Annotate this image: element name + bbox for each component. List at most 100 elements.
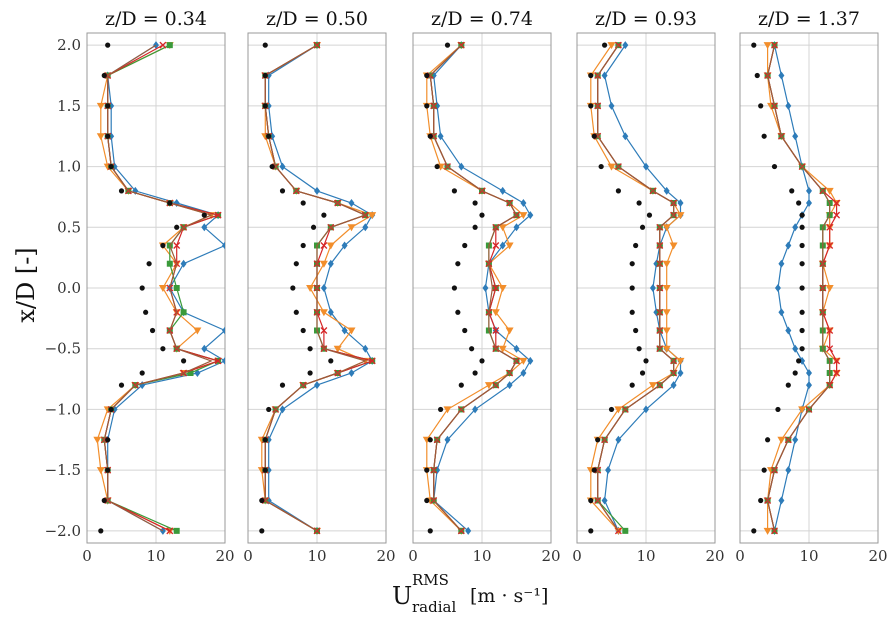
point-green-1-12: [166, 260, 173, 267]
y-tick-label-7: 1.5: [57, 97, 81, 115]
point-black-3-21: [424, 72, 430, 79]
x-axis-label-subscript: radial: [412, 598, 456, 616]
point-black-3-9: [462, 327, 468, 334]
x-tick-label-5-0: 0: [735, 547, 745, 565]
point-black-1-6: [139, 370, 145, 376]
x-tick-label-3-0: 0: [408, 547, 418, 565]
point-black-5-8: [799, 346, 805, 352]
point-orange-3-5: [484, 382, 493, 390]
panel-frame-4: [576, 32, 716, 544]
point-orange-4-7: [676, 357, 685, 365]
point-black-2-17: [279, 188, 286, 194]
point-black-3-5: [458, 382, 464, 388]
point-blue-3-11: [482, 284, 489, 292]
point-blue-3-5: [506, 381, 513, 390]
point-blue-1-8: [201, 344, 208, 353]
point-black-3-16: [472, 200, 478, 206]
series-line-brown-2: [264, 44, 368, 532]
point-black-1-5: [118, 382, 125, 388]
x-tick-label-5-1: 10: [799, 547, 818, 565]
point-black-2-8: [307, 346, 313, 352]
point-black-4-12: [629, 261, 635, 267]
point-orange-5-4: [798, 406, 807, 414]
point-black-4-1: [588, 497, 594, 504]
x-tick-label-2-2: 20: [376, 547, 395, 565]
point-black-1-17: [118, 188, 125, 194]
point-black-5-15: [799, 212, 805, 218]
point-red-5-15: [833, 211, 841, 219]
point-black-5-12: [799, 261, 805, 267]
point-green-1-10: [180, 309, 187, 316]
point-black-2-22: [262, 42, 268, 48]
point-blue-1-9: [222, 326, 225, 335]
point-black-5-14: [799, 224, 805, 230]
point-orange-3-9: [505, 327, 514, 335]
point-black-4-7: [643, 358, 649, 364]
y-axis-label: x/D [-]: [12, 247, 40, 322]
point-black-3-2: [424, 467, 430, 473]
point-black-4-16: [636, 200, 642, 206]
series-line-brown-5: [766, 44, 831, 532]
point-orange-4-8: [662, 345, 671, 353]
series-group-4: [586, 41, 685, 535]
point-blue-3-19: [437, 132, 444, 141]
point-red-5-13: [826, 242, 834, 249]
point-blue-2-10: [327, 308, 334, 317]
point-black-2-10: [293, 309, 299, 315]
point-black-4-20: [588, 103, 594, 109]
point-red-1-15: [214, 211, 222, 219]
point-black-1-16: [167, 200, 173, 206]
panel-3: z/D = 0.74 0 10 20: [408, 8, 560, 565]
point-black-2-7: [328, 358, 334, 364]
point-orange-1-20: [96, 102, 105, 110]
y-tick-label-1: −1.5: [45, 461, 81, 479]
point-orange-2-8: [333, 345, 342, 353]
point-black-2-19: [266, 133, 272, 139]
point-black-2-2: [262, 467, 268, 473]
point-black-3-0: [427, 528, 433, 534]
x-tick-label-2-1: 10: [307, 547, 326, 565]
y-tick-label-2: −1.0: [45, 400, 81, 418]
point-red-5-7: [833, 357, 841, 365]
point-orange-3-10: [491, 309, 500, 317]
point-blue-4-6: [677, 369, 684, 377]
panel-4: z/D = 0.93 0 10 20: [572, 8, 724, 565]
point-black-1-22: [105, 42, 111, 48]
point-black-4-15: [646, 212, 653, 218]
point-orange-1-2: [96, 467, 105, 475]
point-blue-5-17: [806, 186, 812, 195]
point-black-5-17: [789, 188, 795, 194]
point-blue-1-13: [222, 241, 225, 250]
point-orange-4-22: [607, 42, 616, 50]
point-orange-1-3: [93, 436, 102, 444]
point-blue-2-11: [320, 284, 327, 292]
point-black-2-0: [259, 528, 265, 534]
point-black-4-6: [639, 370, 646, 376]
point-black-1-7: [181, 358, 187, 364]
point-blue-3-8: [513, 344, 520, 353]
point-black-3-17: [451, 188, 457, 194]
point-black-5-4: [775, 406, 781, 413]
point-black-2-11: [290, 285, 296, 291]
point-blue-4-11: [649, 284, 656, 292]
point-black-1-11: [139, 285, 145, 291]
point-blue-1-14: [201, 223, 208, 232]
point-black-3-19: [427, 133, 433, 139]
x-tick-label-4-0: 0: [572, 547, 582, 565]
point-orange-2-13: [326, 242, 335, 250]
point-black-2-14: [310, 224, 317, 230]
point-black-3-20: [424, 103, 430, 109]
x-tick-label-5-2: 20: [868, 547, 887, 565]
point-red-3-13: [492, 242, 500, 249]
series-group-5: [751, 41, 841, 535]
point-blue-5-11: [774, 284, 781, 292]
x-tick-label-1-2: 20: [215, 547, 234, 565]
x-axis-label-main: U: [392, 582, 412, 610]
point-black-5-13: [799, 242, 805, 249]
point-red-5-8: [826, 345, 834, 353]
point-orange-3-7: [519, 357, 528, 365]
point-blue-4-3: [615, 435, 622, 444]
point-orange-2-10: [319, 309, 328, 317]
point-black-1-10: [143, 309, 149, 315]
panel-frame-1: [86, 32, 226, 544]
